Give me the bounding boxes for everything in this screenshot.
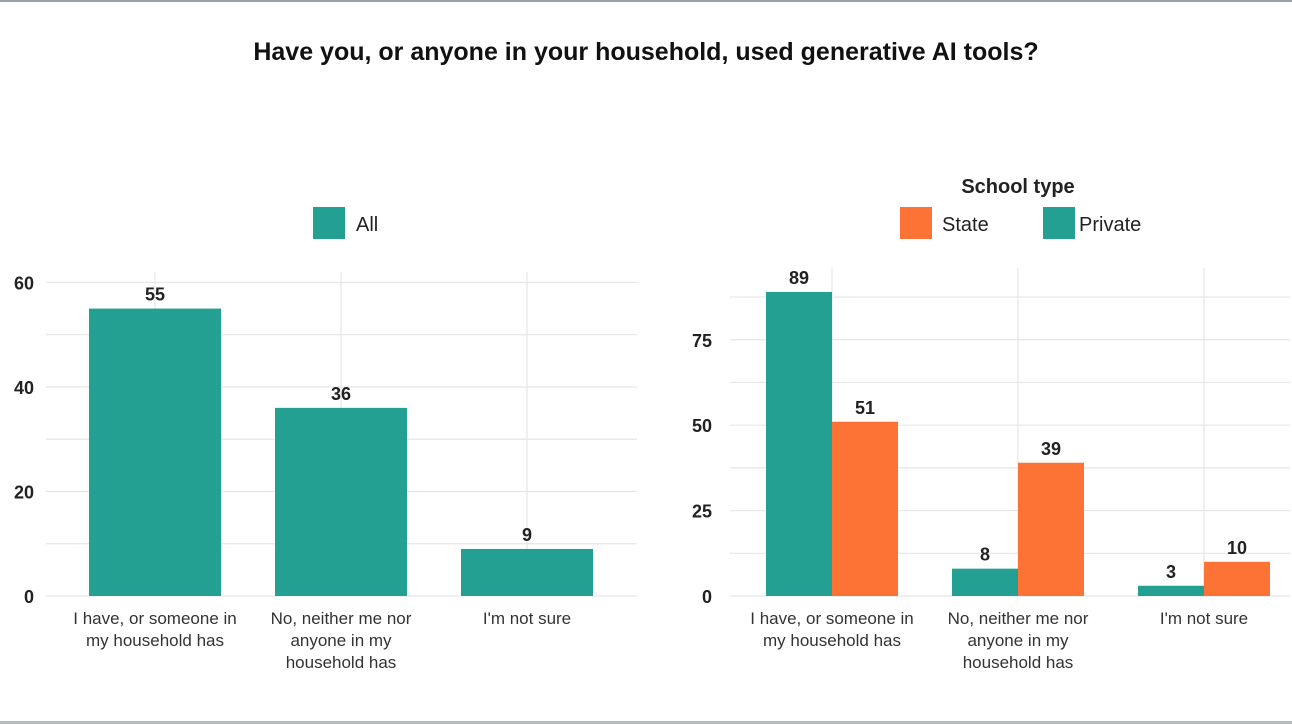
y-tick-label: 0 bbox=[24, 587, 34, 607]
x-category-label: my household has bbox=[86, 631, 224, 650]
x-category-label: I have, or someone in bbox=[73, 609, 236, 628]
bar-value-label: 36 bbox=[331, 384, 351, 404]
bar-state bbox=[1018, 462, 1084, 596]
legend-label: Private bbox=[1079, 214, 1141, 236]
bar-value-label: 9 bbox=[522, 525, 532, 545]
y-tick-label: 60 bbox=[14, 273, 34, 293]
legend-swatch-state bbox=[900, 207, 932, 239]
bar-value-label: 8 bbox=[980, 545, 990, 565]
x-category-label: No, neither me nor bbox=[948, 609, 1089, 628]
legend-label: State bbox=[942, 214, 989, 236]
x-category-label: household has bbox=[963, 653, 1074, 672]
x-category-label: household has bbox=[286, 653, 397, 672]
y-tick-label: 20 bbox=[14, 482, 34, 502]
x-category-label: my household has bbox=[763, 631, 901, 650]
bar-private bbox=[766, 291, 832, 596]
legend-swatch-all bbox=[313, 207, 345, 239]
bar-value-label: 89 bbox=[789, 268, 809, 288]
bar-value-label: 10 bbox=[1227, 538, 1247, 558]
bar-state bbox=[832, 421, 898, 596]
x-category-label: No, neither me nor bbox=[271, 609, 412, 628]
bar-private bbox=[1138, 585, 1204, 596]
bar-all bbox=[461, 548, 593, 596]
bar-state bbox=[1204, 561, 1270, 596]
legend-title: School type bbox=[961, 176, 1074, 198]
legend-swatch-private bbox=[1043, 207, 1075, 239]
y-tick-label: 40 bbox=[14, 378, 34, 398]
bar-value-label: 39 bbox=[1041, 439, 1061, 459]
y-tick-label: 75 bbox=[692, 331, 712, 351]
bar-private bbox=[952, 568, 1018, 596]
x-category-label: I'm not sure bbox=[483, 609, 571, 628]
legend-label: All bbox=[356, 214, 378, 236]
bar-all bbox=[275, 407, 407, 596]
page-title: Have you, or anyone in your household, u… bbox=[253, 38, 1039, 66]
bar-value-label: 51 bbox=[855, 398, 875, 418]
bar-all bbox=[89, 308, 221, 596]
x-category-label: I'm not sure bbox=[1160, 609, 1248, 628]
y-tick-label: 50 bbox=[692, 416, 712, 436]
y-tick-label: 0 bbox=[702, 587, 712, 607]
x-category-label: anyone in my bbox=[290, 631, 392, 650]
bar-value-label: 3 bbox=[1166, 562, 1176, 582]
bottom-border bbox=[0, 721, 1292, 724]
x-category-label: anyone in my bbox=[967, 631, 1069, 650]
top-border bbox=[0, 0, 1292, 2]
y-tick-label: 25 bbox=[692, 502, 712, 522]
bar-value-label: 55 bbox=[145, 285, 165, 305]
x-category-label: I have, or someone in bbox=[750, 609, 913, 628]
